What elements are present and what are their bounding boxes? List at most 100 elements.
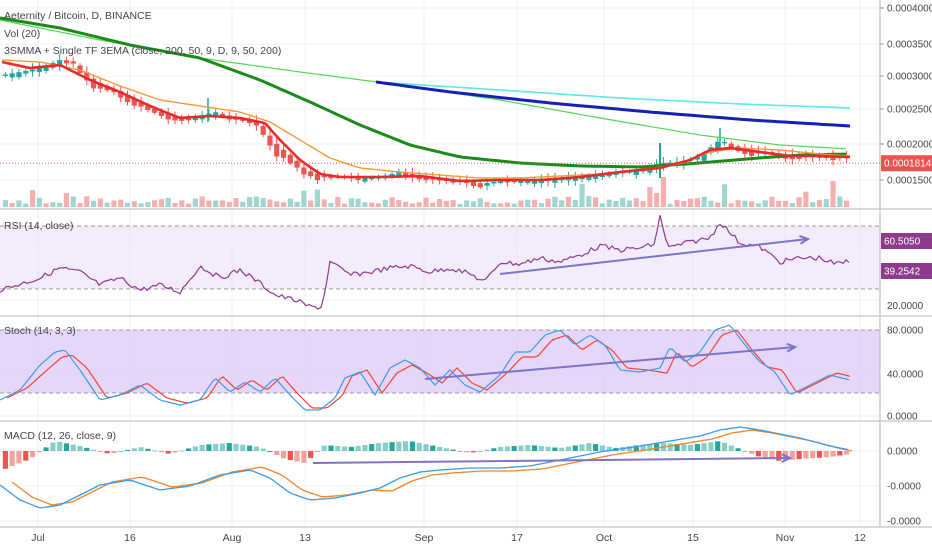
- macd-histogram-bar: [240, 444, 246, 451]
- candle-body: [43, 65, 49, 71]
- macd-histogram-bar: [538, 446, 544, 451]
- candle-body: [287, 154, 293, 164]
- macd-histogram-bar: [124, 449, 131, 451]
- candle-body: [70, 61, 76, 64]
- macd-histogram-bar: [674, 443, 680, 451]
- macd-histogram-bar: [294, 451, 300, 462]
- candle-body: [165, 113, 171, 120]
- volume-bar: [165, 197, 171, 207]
- macd-histogram-bar: [457, 450, 463, 452]
- candle-body: [158, 111, 165, 116]
- volume-bar: [504, 202, 510, 207]
- macd-tick-label: -0.0000: [887, 482, 921, 493]
- candle-body: [749, 151, 755, 156]
- volume-bar: [77, 203, 83, 207]
- volume-bar: [579, 184, 585, 207]
- volume-bar: [721, 184, 728, 207]
- volume-bar: [124, 202, 131, 207]
- volume-bar: [586, 196, 592, 207]
- candle-body: [538, 179, 544, 184]
- ma-green-line: [0, 16, 847, 169]
- macd-histogram-bar: [803, 451, 809, 459]
- macd-histogram-bar: [199, 444, 205, 451]
- date-label: 16: [124, 532, 136, 544]
- volume-bar: [158, 199, 165, 207]
- candle-body: [131, 98, 137, 106]
- ma-legend[interactable]: 3SMMA + Single TF 3EMA (close, 200, 50, …: [4, 45, 282, 57]
- candle-body: [280, 149, 287, 158]
- macd-histogram-bar: [90, 449, 97, 451]
- ma-orange-line: [1, 59, 851, 179]
- candle-body: [138, 102, 144, 107]
- macd-histogram-bar: [342, 446, 348, 451]
- rsi-legend[interactable]: RSI (14, close): [4, 220, 74, 232]
- volume-bar: [626, 200, 633, 207]
- volume-bar: [172, 202, 178, 207]
- candle-body: [633, 170, 639, 175]
- macd-histogram-bar: [640, 444, 646, 451]
- rsi-tick-label: 20.0000: [887, 301, 924, 312]
- macd-histogram-bar: [728, 445, 734, 451]
- candle-body: [355, 177, 361, 181]
- candle-body: [701, 152, 707, 161]
- candle-body: [2, 74, 8, 76]
- macd-histogram-bar: [29, 451, 36, 458]
- volume-bar: [715, 202, 721, 207]
- volume-bar: [735, 200, 741, 207]
- volume-bar: [409, 203, 416, 207]
- rsi-band: [0, 226, 880, 289]
- macd-histogram-bar: [23, 451, 29, 461]
- macd-histogram-bar: [599, 445, 605, 451]
- current-price-badge: [881, 155, 932, 172]
- candle-body: [152, 108, 158, 113]
- macd-histogram-bar: [416, 442, 422, 451]
- volume-bar: [531, 199, 538, 207]
- macd-legend[interactable]: MACD (12, 26, close, 9): [4, 430, 117, 442]
- macd-histogram-bar: [715, 441, 721, 451]
- macd-histogram-bar: [776, 451, 782, 461]
- symbol-legend[interactable]: Aeternity / Bitcoin, D, BINANCE: [4, 10, 152, 22]
- volume-bar: [118, 199, 124, 207]
- macd-histogram-bar: [213, 443, 219, 451]
- candle-body: [694, 156, 700, 160]
- candle-body: [715, 141, 721, 150]
- stoch-legend[interactable]: Stoch (14, 3, 3): [4, 325, 76, 337]
- volume-bar: [240, 201, 246, 207]
- candle-body: [552, 179, 558, 183]
- stoch-tick-label: 40.0000: [887, 370, 924, 381]
- macd-histogram-bar: [280, 451, 287, 459]
- rsi-trendline-arrow-head: [799, 235, 811, 245]
- candle-body: [36, 68, 42, 72]
- macd-histogram-bar: [593, 444, 599, 451]
- candle-body: [477, 183, 483, 188]
- candle-body: [192, 117, 198, 121]
- macd-histogram-bar: [464, 451, 470, 453]
- volume-bars: [2, 177, 850, 207]
- volume-bar: [491, 203, 497, 207]
- rsi-value-label: 60.5050: [884, 237, 921, 248]
- volume-bar: [593, 197, 599, 207]
- price-tick-label: 0.0004000: [887, 4, 932, 15]
- volume-bar: [29, 190, 36, 207]
- volume-bar: [728, 203, 734, 207]
- candle-body: [274, 143, 280, 157]
- macd-histogram-bar: [253, 446, 259, 451]
- volume-bar: [63, 192, 70, 207]
- macd-histogram-bar: [633, 445, 639, 451]
- volume-bar: [9, 203, 15, 207]
- macd-tick-label: 0.0000: [887, 447, 918, 458]
- candle-body: [77, 65, 83, 74]
- volume-bar: [599, 203, 605, 207]
- volume-legend[interactable]: Vol (20): [4, 28, 41, 40]
- volume-bar: [694, 198, 700, 207]
- volume-bar: [111, 200, 117, 207]
- candle-body: [23, 70, 29, 74]
- macd-histogram-bar: [192, 446, 198, 451]
- macd-histogram-bar: [63, 443, 70, 451]
- macd-histogram-bar: [403, 441, 409, 451]
- volume-bar: [97, 198, 103, 207]
- macd-histogram-bar: [586, 443, 592, 451]
- price-tick-label: 0.0003000: [887, 72, 932, 83]
- macd-histogram-bar: [267, 451, 273, 452]
